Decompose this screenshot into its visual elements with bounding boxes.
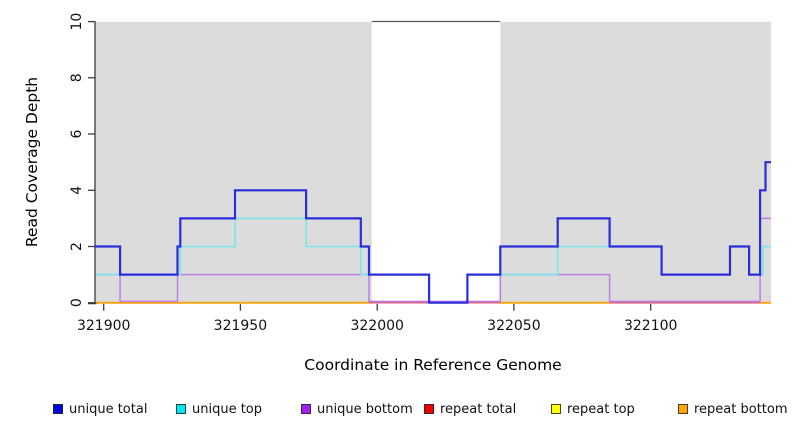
axes: 0 2 4 6 8 10 321900 321950 322000 322050 322100	[69, 13, 677, 334]
x-tick-label: 321900	[77, 318, 130, 334]
series-line-unique-total	[95, 161, 771, 304]
legend-swatch-unique-total	[53, 404, 63, 414]
legend-item-unique-top: unique top	[176, 401, 262, 417]
legend-label: repeat total	[440, 401, 517, 417]
legend-swatch-repeat-total	[424, 404, 434, 414]
y-tick-label: 6	[69, 129, 85, 138]
legend-label: unique total	[69, 401, 148, 417]
legend-item-unique-bottom: unique bottom	[301, 401, 413, 417]
x-tick-label: 322100	[624, 318, 677, 334]
legend-swatch-repeat-top	[551, 404, 561, 414]
shaded-region-0	[95, 21, 372, 304]
legend-label: unique top	[192, 401, 263, 417]
x-axis-title: Coordinate in Reference Genome	[304, 356, 561, 374]
series-line-unique-bottom	[95, 217, 771, 303]
legend-label: repeat bottom	[694, 401, 788, 417]
legend-item-repeat-top: repeat top	[551, 401, 635, 417]
legend-swatch-unique-bottom	[301, 404, 311, 414]
plot-background	[95, 20, 771, 304]
y-tick-label: 0	[69, 298, 85, 307]
y-tick-label: 2	[69, 242, 85, 251]
y-tick-label: 10	[69, 13, 85, 31]
legend-swatch-unique-top	[176, 404, 186, 414]
legend: unique total unique top unique bottom repea…	[0, 399, 792, 421]
x-tick-label: 321950	[214, 318, 267, 334]
x-tick-label: 322000	[350, 318, 403, 334]
legend-label: unique bottom	[317, 401, 413, 417]
y-tick-label: 8	[69, 73, 85, 82]
legend-label: repeat top	[567, 401, 635, 417]
shaded-region-1	[500, 21, 771, 304]
legend-item-repeat-bottom: repeat bottom	[678, 401, 788, 417]
y-tick-label: 4	[69, 186, 85, 195]
x-tick-label: 322050	[487, 318, 540, 334]
legend-item-unique-total: unique total	[53, 401, 147, 417]
legend-item-repeat-total: repeat total	[424, 401, 516, 417]
y-axis-title: Read Coverage Depth	[23, 77, 41, 247]
series-lines	[95, 161, 771, 304]
legend-swatch-repeat-bottom	[678, 404, 688, 414]
